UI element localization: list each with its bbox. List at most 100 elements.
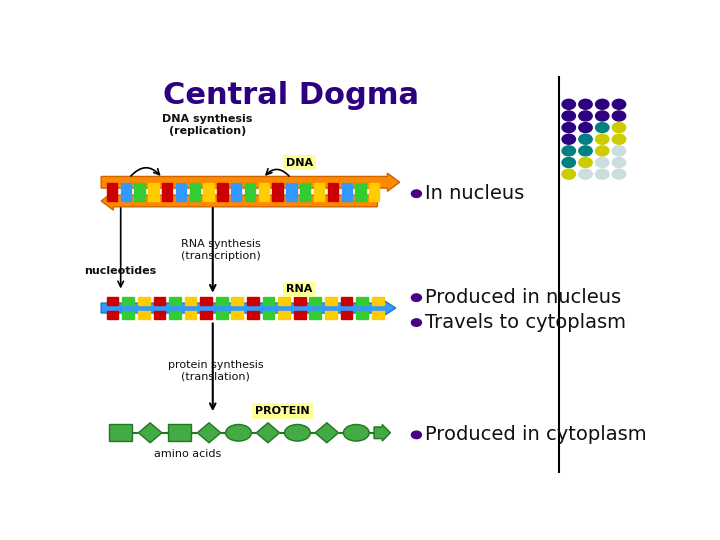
Bar	[258, 183, 269, 200]
Text: Produced in nucleus: Produced in nucleus	[425, 288, 621, 307]
Bar	[168, 424, 192, 441]
Bar	[189, 183, 200, 200]
Bar	[231, 183, 241, 200]
Bar	[232, 297, 243, 305]
Bar	[138, 312, 150, 319]
Circle shape	[612, 146, 626, 156]
Bar	[369, 183, 379, 200]
Text: Produced in cytoplasm: Produced in cytoplasm	[425, 426, 647, 444]
Circle shape	[612, 99, 626, 109]
Text: PROTEIN: PROTEIN	[255, 406, 310, 416]
Bar	[122, 297, 134, 305]
Bar	[247, 297, 258, 305]
FancyArrow shape	[101, 173, 400, 191]
Circle shape	[562, 99, 575, 109]
Bar	[356, 312, 368, 319]
FancyArrow shape	[374, 424, 390, 441]
Bar	[169, 297, 181, 305]
Circle shape	[579, 123, 593, 133]
Text: RNA synthesis
(transcription): RNA synthesis (transcription)	[181, 239, 261, 261]
Polygon shape	[315, 423, 338, 443]
Circle shape	[612, 134, 626, 144]
Bar	[263, 312, 274, 319]
Circle shape	[595, 134, 609, 144]
Bar	[372, 312, 384, 319]
Circle shape	[612, 111, 626, 121]
Text: Travels to cytoplasm: Travels to cytoplasm	[425, 313, 626, 332]
Polygon shape	[138, 423, 162, 443]
FancyArrow shape	[101, 192, 377, 210]
Circle shape	[562, 111, 575, 121]
Circle shape	[411, 431, 421, 438]
Bar	[148, 183, 158, 200]
Text: protein synthesis
(translation): protein synthesis (translation)	[168, 360, 264, 381]
Bar	[294, 297, 305, 305]
Circle shape	[579, 146, 593, 156]
Bar	[325, 297, 337, 305]
FancyArrow shape	[101, 300, 396, 316]
Text: amino acids: amino acids	[154, 449, 221, 458]
Circle shape	[579, 158, 593, 167]
Bar	[200, 312, 212, 319]
Bar	[328, 183, 338, 200]
Circle shape	[612, 169, 626, 179]
Circle shape	[411, 294, 421, 301]
Bar	[122, 312, 134, 319]
Bar	[153, 297, 165, 305]
Bar	[216, 297, 228, 305]
Bar	[107, 312, 118, 319]
Circle shape	[562, 134, 575, 144]
Circle shape	[411, 190, 421, 198]
Bar	[278, 312, 290, 319]
Bar	[356, 183, 366, 200]
Bar	[245, 183, 255, 200]
Circle shape	[595, 146, 609, 156]
Ellipse shape	[284, 424, 310, 441]
Bar	[169, 312, 181, 319]
Bar	[372, 297, 384, 305]
Bar	[310, 312, 321, 319]
Circle shape	[562, 169, 575, 179]
Bar	[287, 183, 297, 200]
Circle shape	[595, 169, 609, 179]
Bar	[176, 183, 186, 200]
Circle shape	[579, 134, 593, 144]
Bar	[341, 297, 352, 305]
Bar	[204, 183, 214, 200]
Bar	[107, 183, 117, 200]
Bar	[356, 297, 368, 305]
Bar	[162, 183, 172, 200]
Bar	[185, 297, 197, 305]
Ellipse shape	[343, 424, 369, 441]
Circle shape	[612, 158, 626, 167]
Bar	[107, 297, 118, 305]
Text: Central Dogma: Central Dogma	[163, 82, 419, 111]
Bar	[109, 424, 132, 441]
Bar	[314, 183, 324, 200]
Circle shape	[612, 123, 626, 133]
Circle shape	[579, 169, 593, 179]
Bar	[294, 312, 305, 319]
Bar	[278, 297, 290, 305]
Circle shape	[562, 146, 575, 156]
Polygon shape	[197, 423, 221, 443]
Bar	[216, 312, 228, 319]
Text: RNA: RNA	[286, 285, 312, 294]
Bar	[120, 183, 131, 200]
Circle shape	[562, 123, 575, 133]
Bar	[153, 312, 165, 319]
Bar	[341, 183, 352, 200]
Circle shape	[562, 158, 575, 167]
Bar	[135, 183, 145, 200]
Circle shape	[595, 111, 609, 121]
Text: DNA: DNA	[286, 158, 312, 167]
Circle shape	[411, 319, 421, 326]
Bar	[341, 312, 352, 319]
Circle shape	[595, 158, 609, 167]
Text: nucleotides: nucleotides	[84, 266, 157, 275]
Bar	[272, 183, 283, 200]
Text: DNA synthesis
(replication): DNA synthesis (replication)	[162, 114, 253, 136]
Bar	[217, 183, 228, 200]
Bar	[310, 297, 321, 305]
Circle shape	[595, 123, 609, 133]
